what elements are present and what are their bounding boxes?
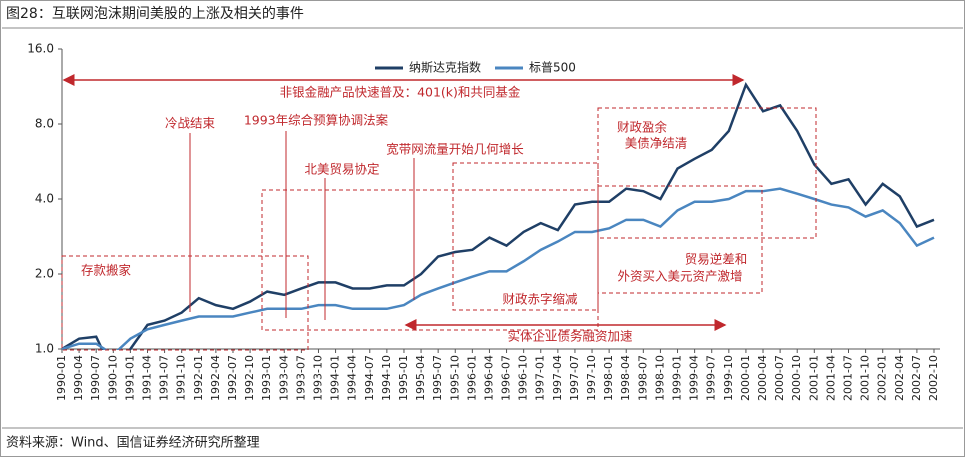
x-tick-label: 1993-10	[311, 355, 324, 401]
x-tick-label: 2000-01	[739, 355, 752, 401]
x-tick-label: 1995-04	[414, 355, 427, 401]
y-tick-label: 4.0	[35, 192, 54, 206]
x-tick-label: 1994-04	[346, 355, 359, 401]
x-tick-label: 1999-01	[671, 355, 684, 401]
y-tick-label: 8.0	[35, 117, 54, 131]
annotation: 冷战结束	[165, 116, 216, 131]
legend-label: 纳斯达克指数	[409, 60, 481, 75]
x-tick-label: 2001-10	[859, 355, 872, 401]
annotation: 财政赤字缩减	[502, 292, 578, 307]
x-tick-label: 1991-04	[140, 355, 153, 401]
x-tick-label: 1993-04	[277, 355, 290, 401]
annotation-box	[61, 255, 309, 351]
x-tick-label: 2001-07	[842, 355, 855, 401]
x-tick-label: 1990-10	[106, 355, 119, 401]
x-tick-label: 1991-10	[175, 355, 188, 401]
x-tick-label: 2002-07	[910, 355, 923, 401]
y-tick-label: 16.0	[27, 42, 54, 56]
x-tick-label: 2000-04	[756, 355, 769, 401]
x-tick-label: 1999-10	[722, 355, 735, 401]
x-tick-label: 2000-10	[790, 355, 803, 401]
x-tick-label: 1990-04	[72, 355, 85, 401]
x-tick-label: 1994-07	[363, 355, 376, 401]
x-tick-label: 1996-07	[500, 355, 513, 401]
x-tick-label: 1999-04	[688, 355, 701, 401]
series-line	[61, 187, 935, 350]
x-tick-label: 1990-01	[55, 355, 68, 401]
x-tick-label: 1995-07	[431, 355, 444, 401]
x-tick-label: 2002-10	[927, 355, 940, 401]
annotation: 美债净结清	[625, 136, 688, 151]
chart-title: 图28：互联网泡沫期间美股的上涨及相关的事件	[6, 6, 304, 22]
x-tick-label: 1990-07	[89, 355, 102, 401]
x-tick-label: 1992-01	[192, 355, 205, 401]
x-tick-label: 1992-10	[243, 355, 256, 401]
x-tick-label: 1998-01	[602, 355, 615, 401]
x-tick-label: 1997-04	[551, 355, 564, 401]
x-tick-label: 2000-07	[773, 355, 786, 401]
annotation: 非银金融产品快速普及：401(k)和共同基金	[280, 85, 521, 100]
x-tick-label: 2002-01	[876, 355, 889, 401]
x-tick-label: 1994-10	[380, 355, 393, 401]
x-tick-label: 1991-01	[123, 355, 136, 401]
x-tick-label: 1996-10	[517, 355, 530, 401]
annotation: 宽带网流量开始几何增长	[386, 142, 524, 157]
x-tick-label: 1996-04	[482, 355, 495, 401]
x-tick-label: 1998-10	[653, 355, 666, 401]
x-tick-label: 1997-07	[568, 355, 581, 401]
legend-label: 标普500	[529, 61, 576, 75]
y-tick-label: 1.0	[35, 342, 54, 356]
x-tick-label: 2002-04	[893, 355, 906, 401]
series-line	[61, 81, 935, 350]
x-tick-label: 1993-07	[294, 355, 307, 401]
annotation: 1993年综合预算协调法案	[244, 113, 389, 128]
x-tick-label: 1998-07	[636, 355, 649, 401]
x-tick-label: 2001-04	[824, 355, 837, 401]
x-tick-label: 1993-01	[260, 355, 273, 401]
plot-area	[61, 81, 935, 350]
annotation: 存款搬家	[81, 263, 132, 278]
annotation: 实体企业债务融资加速	[507, 329, 633, 344]
annotation: 贸易逆差和	[685, 252, 748, 267]
x-tick-label: 1997-10	[585, 355, 598, 401]
source: 资料来源：Wind、国信证券经济研究所整理	[6, 435, 260, 451]
x-tick-label: 1991-07	[158, 355, 171, 401]
annotation-box	[597, 107, 817, 239]
annotation-box	[261, 189, 599, 331]
annotation-box	[452, 162, 599, 311]
x-tick-label: 1995-10	[448, 355, 461, 401]
x-tick-label: 1992-04	[209, 355, 222, 401]
x-tick-label: 1995-01	[397, 355, 410, 401]
annotation: 北美贸易协定	[304, 162, 379, 177]
x-tick-label: 1992-07	[226, 355, 239, 401]
x-tick-label: 1996-01	[465, 355, 478, 401]
x-tick-label: 1998-04	[619, 355, 632, 401]
annotation: 外资买入美元资产激增	[617, 269, 742, 284]
annotation: 财政盈余	[617, 120, 668, 135]
x-tick-label: 1999-07	[705, 355, 718, 401]
x-tick-label: 2001-01	[807, 355, 820, 401]
y-tick-label: 2.0	[35, 267, 54, 281]
annotation-box	[597, 185, 763, 294]
x-tick-label: 1997-01	[534, 355, 547, 401]
x-tick-label: 1994-01	[329, 355, 342, 401]
